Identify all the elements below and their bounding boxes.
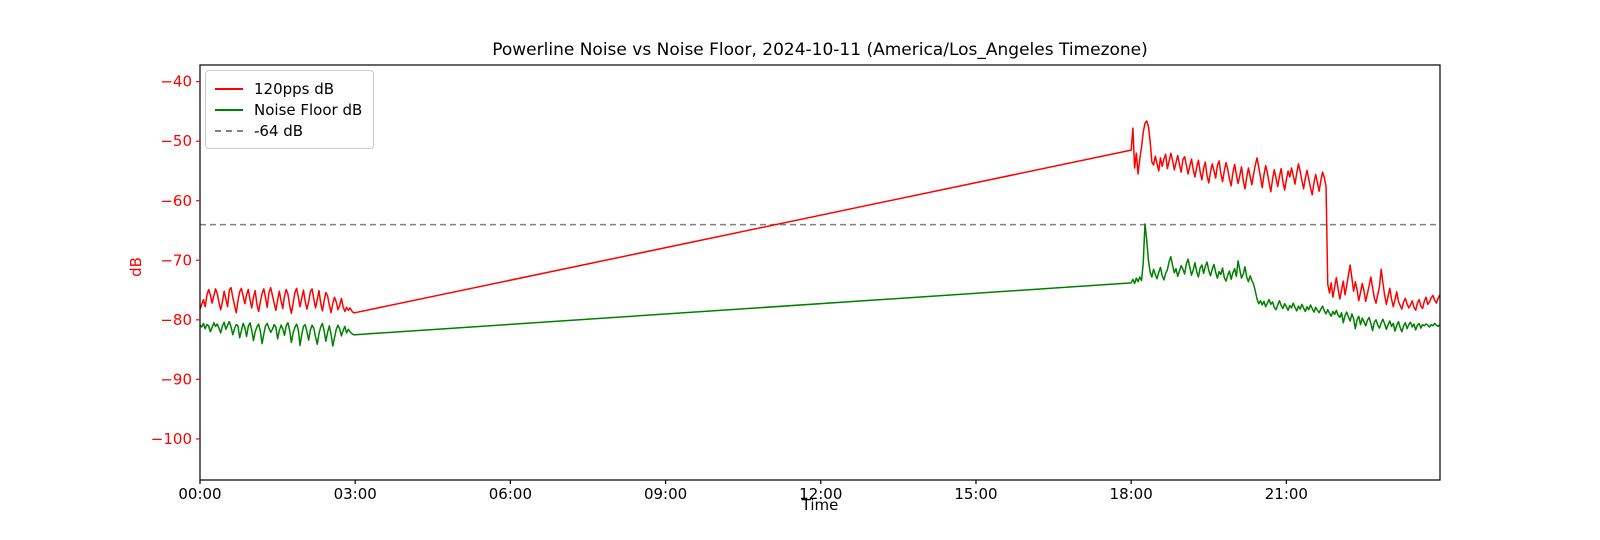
x-tick-label: 06:00 xyxy=(489,485,532,503)
y-tick-label: −100 xyxy=(151,430,192,448)
legend: 120pps dB Noise Floor dB -64 dB xyxy=(205,70,375,149)
y-tick-label: −40 xyxy=(160,73,192,91)
x-tick-label: 15:00 xyxy=(954,485,997,503)
y-tick-label: −60 xyxy=(160,192,192,210)
y-tick-label: −50 xyxy=(160,132,192,150)
x-tick-label: 09:00 xyxy=(644,485,687,503)
legend-label: 120pps dB xyxy=(254,79,335,98)
chart-title: Powerline Noise vs Noise Floor, 2024-10-… xyxy=(492,40,1148,60)
legend-label: -64 dB xyxy=(254,121,304,140)
y-tick-label: −80 xyxy=(160,311,192,329)
x-tick-label: 21:00 xyxy=(1265,485,1308,503)
x-axis-label: Time xyxy=(801,496,839,514)
plot-border xyxy=(199,64,1441,481)
series-line-noise-floor-db xyxy=(199,223,1441,347)
legend-line-sample xyxy=(215,108,243,111)
y-tick-label: −70 xyxy=(160,251,192,269)
x-tick-label: 03:00 xyxy=(334,485,377,503)
legend-label: Noise Floor dB xyxy=(254,100,363,119)
x-tick-label: 18:00 xyxy=(1110,485,1153,503)
x-tick-label: 00:00 xyxy=(178,485,221,503)
legend-line-sample xyxy=(215,87,243,90)
x-tick-label: 12:00 xyxy=(799,485,842,503)
legend-line-sample xyxy=(215,129,243,132)
legend-entry: 120pps dB xyxy=(215,78,362,99)
legend-entry: -64 dB xyxy=(215,120,362,141)
legend-entry: Noise Floor dB xyxy=(215,99,362,120)
y-tick-label: −90 xyxy=(160,370,192,388)
series-line-120pps-db xyxy=(199,120,1441,315)
